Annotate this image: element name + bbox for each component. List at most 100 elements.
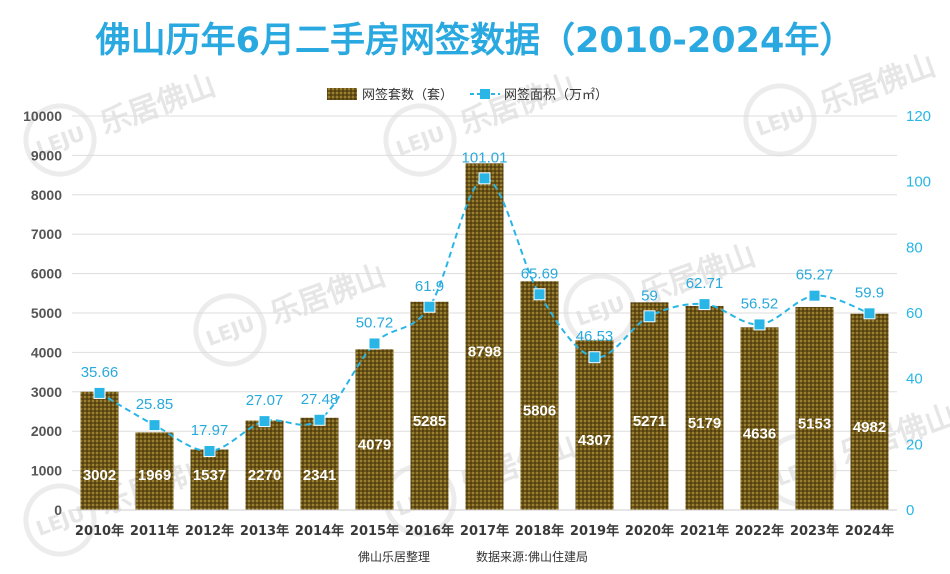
left-axis: 0 1000 2000 3000 4000 5000 6000 7000 8000 9000 100… [23,108,62,518]
line-point [203,444,216,457]
left-tick-label: 7000 [31,226,62,242]
bars: 3002 1969 1537 2270 2341 4079 5285 8798 5806 4307… [80,163,889,510]
point-value-label: 65.69 [521,265,559,282]
bar [355,349,394,510]
line-point [808,289,821,302]
line-point [478,172,491,185]
point-value-label: 35.66 [81,364,119,381]
line-point [313,413,326,426]
left-tick-label: 5000 [31,305,62,321]
bar [740,327,779,510]
point-value-label: 65.27 [796,267,834,284]
bar [245,420,284,510]
bar-value-label: 1537 [193,467,226,484]
right-tick-label: 80 [906,239,923,256]
bar [465,163,504,510]
x-tick-label: 2018年 [515,523,564,539]
point-value-label: 46.53 [576,328,614,345]
point-value-label: 62.71 [686,275,724,292]
point-value-label: 27.48 [301,391,339,408]
x-tick-label: 2015年 [350,523,399,539]
left-tick-label: 0 [54,502,62,518]
line-point [148,419,161,432]
footer-left: 佛山乐居整理 [358,549,430,564]
bar-value-label: 5271 [633,413,666,430]
point-value-label: 59.9 [855,284,884,301]
bar-value-label: 5285 [413,413,446,430]
bar-value-label: 5179 [688,415,721,432]
bar-value-label: 4307 [578,432,611,449]
x-tick-label: 2010年 [75,523,124,539]
bar [795,306,834,510]
left-tick-label: 6000 [31,266,62,282]
right-tick-label: 60 [906,305,923,322]
point-value-label: 27.07 [246,392,284,409]
right-tick-label: 20 [906,436,923,453]
x-tick-label: 2013年 [240,523,289,539]
x-axis: 2010年 2011年 2012年 2013年 2014年 2015年 2016年 2017年… [72,509,897,539]
bar-value-label: 5806 [523,403,556,420]
point-value-label: 56.52 [741,295,779,312]
x-tick-label: 2017年 [460,523,509,539]
left-tick-label: 1000 [31,463,62,479]
watermark-logo-text: LEJU [393,121,448,161]
bar-value-label: 1969 [138,467,171,484]
x-tick-label: 2016年 [405,523,454,539]
right-axis: 0 20 40 60 80 100 120 [906,108,931,519]
bar-value-label: 5153 [798,415,831,432]
bar [520,281,559,510]
watermark-logo-text: LEJU [753,101,808,141]
x-tick-label: 2014年 [295,523,344,539]
bar-value-label: 4079 [358,437,391,454]
bar [300,417,339,510]
bar [575,340,614,510]
point-value-label: 17.97 [191,422,229,439]
x-tick-label: 2022年 [735,523,784,539]
bar [410,301,449,510]
area-line: 35.66 25.85 17.97 27.07 27.48 50.72 61.9 101.01… [81,149,884,457]
legend-bar-swatch [327,88,357,100]
watermark-logo-ring [383,463,457,537]
line-point [533,288,546,301]
footer: 佛山乐居整理 数据来源:佛山住建局 [358,549,588,564]
line-point [643,310,656,323]
watermark-logo-ring [743,83,817,157]
series-line [98,177,870,453]
watermark-text: 乐居佛山 [96,68,221,142]
point-value-label: 101.01 [462,149,508,166]
line-point [368,337,381,350]
point-value-label: 59 [641,287,658,304]
x-tick-label: 2011年 [130,523,179,539]
line-point [258,415,271,428]
bar [135,432,174,510]
line-point [753,318,766,331]
left-tick-label: 4000 [31,344,62,360]
left-tick-label: 8000 [31,187,62,203]
left-tick-label: 10000 [23,108,62,124]
point-value-label: 50.72 [356,314,394,331]
line-point [93,386,106,399]
x-tick-label: 2012年 [185,523,234,539]
x-tick-label: 2021年 [680,523,729,539]
point-value-label: 25.85 [136,396,174,413]
bar-value-label: 4982 [853,419,886,436]
chart-title: 佛山历年6月二手房网签数据（2010-2024年） [95,21,855,61]
footer-right: 数据来源:佛山住建局 [476,549,588,564]
legend-bar-label: 网签套数（套） [362,87,453,103]
bar-value-label: 2270 [248,467,281,484]
x-tick-label: 2019年 [570,523,619,539]
line-point [588,351,601,364]
legend: 网签套数（套） 网签面积（万㎡） [327,87,608,103]
line-point [423,300,436,313]
left-tick-label: 2000 [31,423,62,439]
watermark-logo-ring [383,103,457,177]
bar-value-label: 3002 [83,467,116,484]
x-tick-label: 2024年 [845,523,894,539]
x-tick-label: 2020年 [625,523,674,539]
x-tick-label: 2023年 [790,523,839,539]
bar [190,449,229,510]
bar-value-label: 4636 [743,426,776,443]
line-point [863,307,876,320]
legend-line-label: 网签面积（万㎡） [504,87,608,103]
